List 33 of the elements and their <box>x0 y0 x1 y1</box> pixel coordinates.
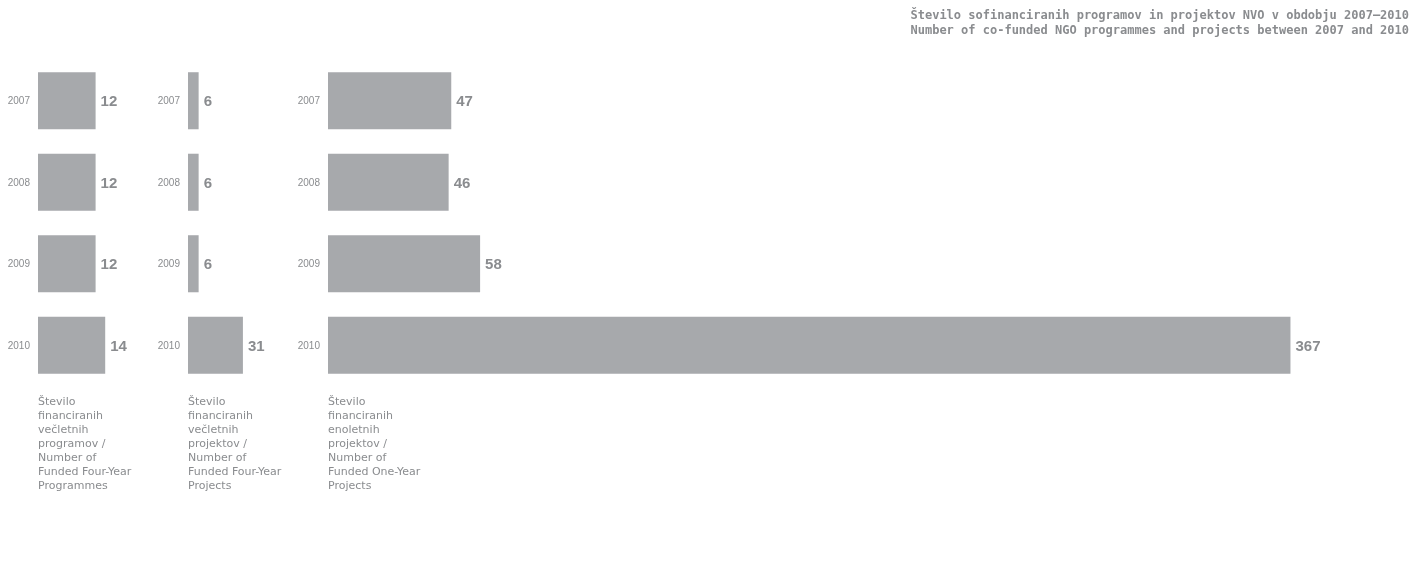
data-label: 6 <box>203 173 212 191</box>
y-tick-label: 2008 <box>7 176 31 188</box>
chart-subtitle: Number of co-funded NGO programmes and projects between 2007 and 2010 <box>910 23 1409 38</box>
y-tick-label: 2007 <box>297 95 321 107</box>
y-tick-label: 2009 <box>157 258 181 270</box>
data-label: 46 <box>453 173 471 191</box>
data-label: 367 <box>1295 336 1321 354</box>
x-axis-title: Število financiranih enoletnih projektov / Number of Funded One-Year Projects <box>328 395 422 493</box>
data-label: 6 <box>203 92 212 110</box>
bar <box>328 235 481 293</box>
bar <box>328 72 452 130</box>
data-label: 12 <box>100 255 118 273</box>
y-tick-label: 2007 <box>157 95 181 107</box>
chart-title: Število sofinanciranih programov in projektov NVO v obdobju 2007–2010 <box>910 8 1409 23</box>
bar <box>328 316 1291 374</box>
y-tick-label: 2007 <box>7 95 31 107</box>
x-axis-title: Število financiranih večletnih programov / Number of Funded Four-Year Programmes <box>38 395 133 493</box>
y-tick-label: 2010 <box>297 339 321 351</box>
data-label: 6 <box>203 255 212 273</box>
y-tick-label: 2009 <box>7 258 31 270</box>
y-tick-label: 2010 <box>157 339 181 351</box>
y-tick-label: 2008 <box>157 176 181 188</box>
y-tick-label: 2010 <box>7 339 31 351</box>
x-axis-title: Število financiranih večletnih projektov / Number of Funded Four-Year Projects <box>188 395 283 493</box>
data-label: 12 <box>100 92 118 110</box>
data-label: 47 <box>456 92 473 110</box>
data-label: 31 <box>247 336 265 354</box>
y-tick-label: 2009 <box>297 258 321 270</box>
data-label: 12 <box>100 173 118 191</box>
data-label: 58 <box>485 255 502 273</box>
data-label: 14 <box>110 336 128 354</box>
y-tick-label: 2008 <box>297 176 321 188</box>
bar <box>328 153 449 211</box>
